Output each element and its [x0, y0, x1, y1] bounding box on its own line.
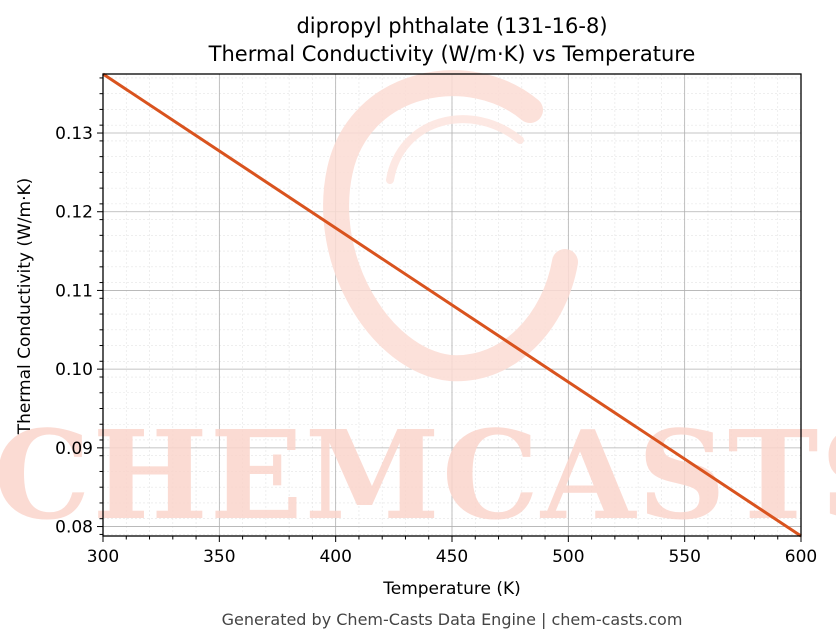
y-tick-label: 0.08 [55, 518, 93, 538]
y-tick-label: 0.09 [55, 439, 93, 459]
y-tick-label: 0.12 [55, 203, 93, 223]
y-axis: 0.08 0.09 0.10 0.11 0.12 0.13 [55, 77, 103, 538]
series-line [102, 72, 802, 538]
x-tick-label: 450 [436, 547, 468, 567]
chart-title-line2: Thermal Conductivity (W/m·K) vs Temperat… [208, 42, 696, 66]
plot-area: CHEMCASTS [0, 70, 836, 547]
x-tick-label: 600 [785, 547, 817, 567]
watermark-text: CHEMCASTS [0, 403, 836, 547]
chart-title-line1: dipropyl phthalate (131-16-8) [296, 14, 607, 38]
y-tick-label: 0.11 [55, 281, 93, 301]
y-tick-label: 0.10 [55, 360, 93, 380]
x-axis-label: Temperature (K) [382, 579, 521, 599]
y-tick-label: 0.13 [55, 124, 93, 144]
x-tick-label: 500 [552, 547, 584, 567]
x-tick-label: 400 [319, 547, 351, 567]
x-axis: 300 350 400 450 500 550 600 [87, 536, 817, 567]
watermark-logo: CHEMCASTS [0, 70, 836, 547]
x-tick-label: 350 [203, 547, 235, 567]
x-tick-label: 550 [668, 547, 700, 567]
series-layer [102, 72, 802, 538]
x-tick-label: 300 [87, 547, 119, 567]
footer-credit: Generated by Chem-Casts Data Engine | ch… [222, 610, 683, 629]
y-axis-label: Thermal Conductivity (W/m·K) [15, 178, 35, 436]
